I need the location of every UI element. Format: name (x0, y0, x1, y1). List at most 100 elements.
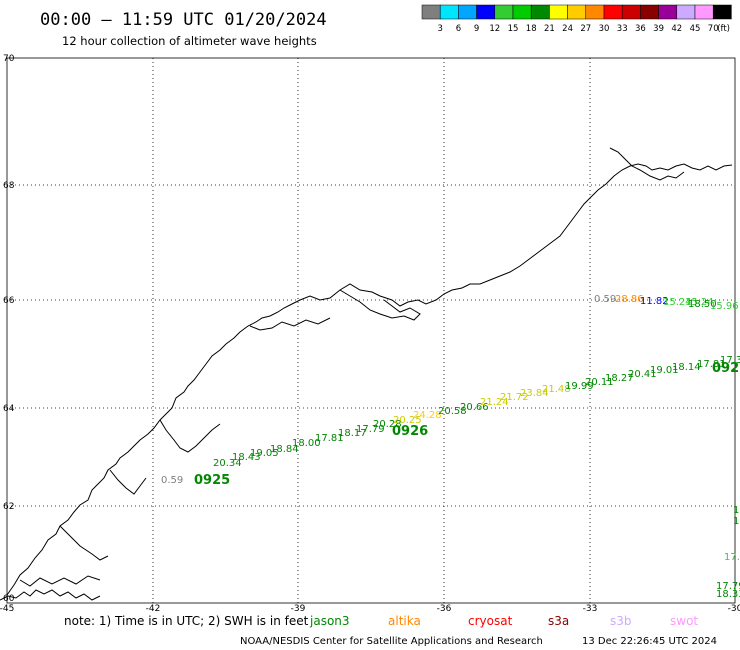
wave-height-label: 15.24 (663, 297, 692, 308)
wave-height-label: 21.24 (480, 397, 509, 408)
colorbar-swatch (530, 4, 550, 20)
wave-height-label: 20.41 (628, 369, 657, 380)
wave-height-label: 17.31 (720, 355, 740, 366)
colorbar-swatch (640, 4, 659, 20)
wave-height-label: 28.86 (615, 294, 644, 305)
wave-height-label: 11.82 (640, 296, 669, 307)
colorbar-tick-label: 27 (580, 24, 591, 34)
lat-tick-label: 62 (3, 502, 14, 512)
wave-height-label: 17.79 (716, 581, 740, 592)
satellite-legend-item: s3a (548, 614, 569, 628)
colorbar-swatch (658, 4, 678, 20)
satellite-legend-item: altika (388, 614, 421, 628)
pass-id-label: 092 (712, 361, 739, 376)
pass-id-label: 0926 (392, 424, 428, 439)
map-frame (6, 57, 736, 604)
colorbar-swatch (494, 4, 514, 20)
colorbar-swatch (567, 4, 587, 20)
wave-height-label: 20.34 (213, 458, 242, 469)
wave-height-label: 19.05 (250, 448, 279, 459)
wave-height-label: 18.00 (292, 438, 321, 449)
wave-height-label: 0.59 (161, 475, 183, 486)
wave-height-label: 18 (733, 516, 740, 527)
colorbar-tick-label: 39 (653, 24, 664, 34)
lat-tick-label: 70 (3, 54, 15, 64)
colorbar-unit: (ft) (717, 24, 730, 34)
timestamp-text: 13 Dec 22:26:45 UTC 2024 (582, 636, 717, 647)
lon-tick-label: -39 (291, 604, 306, 614)
lon-tick-label: -36 (437, 604, 452, 614)
footer-note: note: 1) Time is in UTC; 2) SWH is in fe… (64, 614, 309, 628)
wave-height-label: 21.48 (542, 384, 571, 395)
wave-height-label: 20.11 (585, 377, 614, 388)
wave-height-label: 17.81 (315, 433, 344, 444)
wave-height-label: 15.96 (710, 301, 739, 312)
lon-tick-label: -42 (146, 604, 161, 614)
colorbar-swatch (512, 4, 532, 20)
graticule (7, 58, 735, 603)
lat-tick-label: 66 (3, 296, 15, 306)
pass-labels: 0925 0926 092 (194, 361, 739, 488)
lat-tick-label: 60 (3, 594, 15, 604)
wave-height-label: 18 (733, 505, 740, 516)
wave-height-label: 24.28 (413, 410, 442, 421)
wave-height-label: 18.84 (270, 444, 299, 455)
colorbar-tick-label: 6 (456, 24, 461, 34)
colorbar-tick-label: 21 (544, 24, 555, 34)
colorbar-tick-label: 33 (617, 24, 628, 34)
wave-height-label: 18.27 (605, 373, 634, 384)
colorbar-swatch (585, 4, 605, 20)
axis-ticks: -45 -42 -39 -36 -33 -30 70 68 66 64 62 60 (0, 54, 740, 614)
wave-height-label: 17.79 (356, 424, 385, 435)
colorbar-swatch (603, 4, 623, 20)
wave-height-label: 20.58 (438, 406, 467, 417)
wave-height-label: 23.84 (520, 388, 549, 399)
colorbar-tick-label: 30 (599, 24, 610, 34)
colorbar-tick-label: 15 (508, 24, 519, 34)
map-subtitle: 12 hour collection of altimeter wave hei… (62, 34, 317, 48)
colorbar-swatch (621, 4, 641, 20)
wave-height-label: 18.33 (716, 589, 740, 600)
wave-height-label: 15.24 (685, 297, 714, 308)
colorbar-swatch (421, 4, 441, 20)
satellite-legend: jason3 altika cryosat s3a s3b swot (309, 614, 698, 628)
lat-tick-label: 68 (3, 181, 15, 191)
wave-height-label: 18.43 (232, 452, 261, 463)
colorbar-swatch (676, 4, 696, 20)
wave-height-label: 20.28 (373, 419, 402, 430)
wave-height-label: 19.99 (565, 381, 594, 392)
colorbar-tick-label: 3 (437, 24, 442, 34)
colorbar-tick-label: 18 (526, 24, 537, 34)
lat-tick-label: 64 (3, 404, 15, 414)
lon-tick-label: -33 (583, 604, 598, 614)
wave-height-label: 18.50 (688, 299, 717, 310)
satellite-legend-item: jason3 (309, 614, 350, 628)
lon-tick-label: -45 (0, 604, 14, 614)
wave-height-label: 21.72 (500, 392, 529, 403)
wave-height-label: 18.17 (338, 428, 367, 439)
satellite-legend-item: s3b (610, 614, 632, 628)
colorbar-tick-label: 42 (671, 24, 682, 34)
map-title: 00:00 — 11:59 UTC 01/20/2024 (40, 10, 327, 30)
colorbar-swatch (694, 4, 714, 20)
satellite-legend-item: cryosat (468, 614, 513, 628)
coastline (0, 147, 733, 601)
wave-height-labels: 0.5920.3418.4319.0518.8418.0017.8118.171… (161, 294, 740, 600)
lon-tick-label: -30 (728, 604, 740, 614)
colorbar-legend: 3 6 9 12 15 18 21 24 27 30 33 36 39 42 45 70(ft) (421, 4, 732, 34)
colorbar-swatch (476, 4, 496, 20)
colorbar-swatch (549, 4, 568, 20)
wave-height-label: 0.59 (594, 294, 616, 305)
pass-id-label: 0925 (194, 473, 230, 488)
colorbar-tick-label: 24 (562, 24, 573, 34)
colorbar-swatch (712, 4, 732, 20)
colorbar-tick-label: 12 (489, 24, 500, 34)
wave-height-label: 17.81 (697, 359, 726, 370)
colorbar-tick-label: 9 (474, 24, 479, 34)
colorbar-tick-label: 70 (708, 24, 719, 34)
wave-height-label: 17.6 (724, 552, 740, 563)
colorbar-tick-label: 45 (690, 24, 701, 34)
wave-height-label: 19.01 (650, 365, 679, 376)
colorbar-tick-label: 36 (635, 24, 646, 34)
